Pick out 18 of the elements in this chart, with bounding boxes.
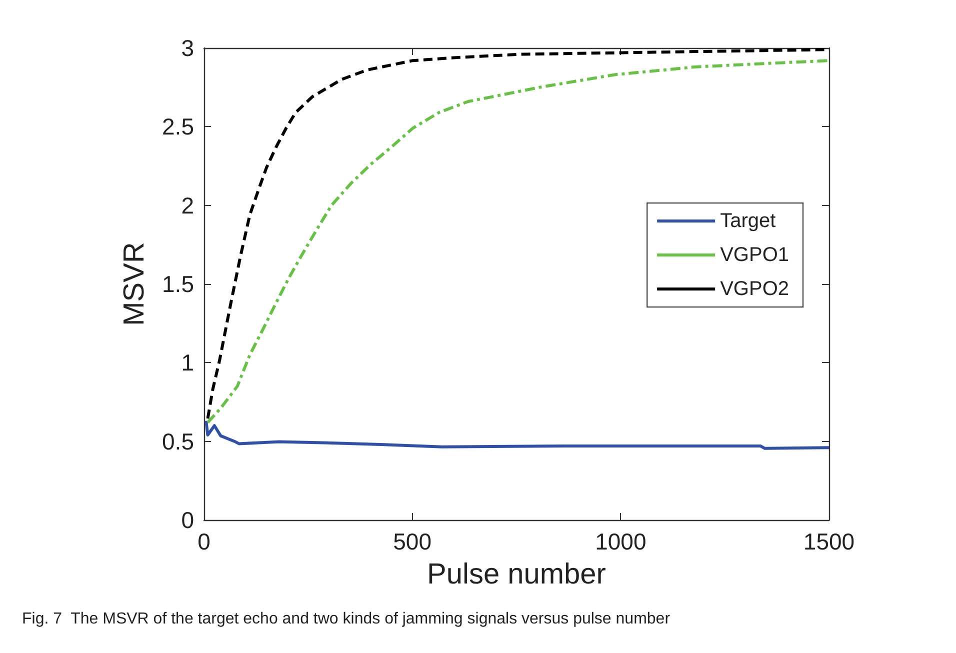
- y-tick-label: 2: [181, 192, 194, 218]
- y-tick-label: 3: [181, 35, 194, 61]
- legend-label: Target: [720, 210, 776, 232]
- y-tick-label: 2.5: [162, 114, 194, 140]
- y-axis-title: MSVR: [118, 242, 150, 326]
- x-tick-label: 1500: [803, 528, 855, 554]
- y-tick-label: 0.5: [162, 428, 194, 454]
- y-tick-label: 0: [181, 507, 194, 533]
- x-tick-label: 1000: [595, 528, 646, 554]
- legend-label: VGPO2: [720, 278, 790, 300]
- x-tick-label: 0: [198, 528, 210, 554]
- y-tick-label: 1: [181, 350, 194, 376]
- line-series: [204, 419, 830, 450]
- caption: Fig. 7 The MSVR of the target echo and two kinds of jamming signals versus pulse number: [22, 610, 671, 628]
- y-tick-label: 1.5: [162, 271, 194, 297]
- legend-label: VGPO1: [720, 244, 790, 266]
- x-tick-label: 500: [393, 528, 432, 554]
- x-axis-title: Pulse number: [427, 558, 606, 590]
